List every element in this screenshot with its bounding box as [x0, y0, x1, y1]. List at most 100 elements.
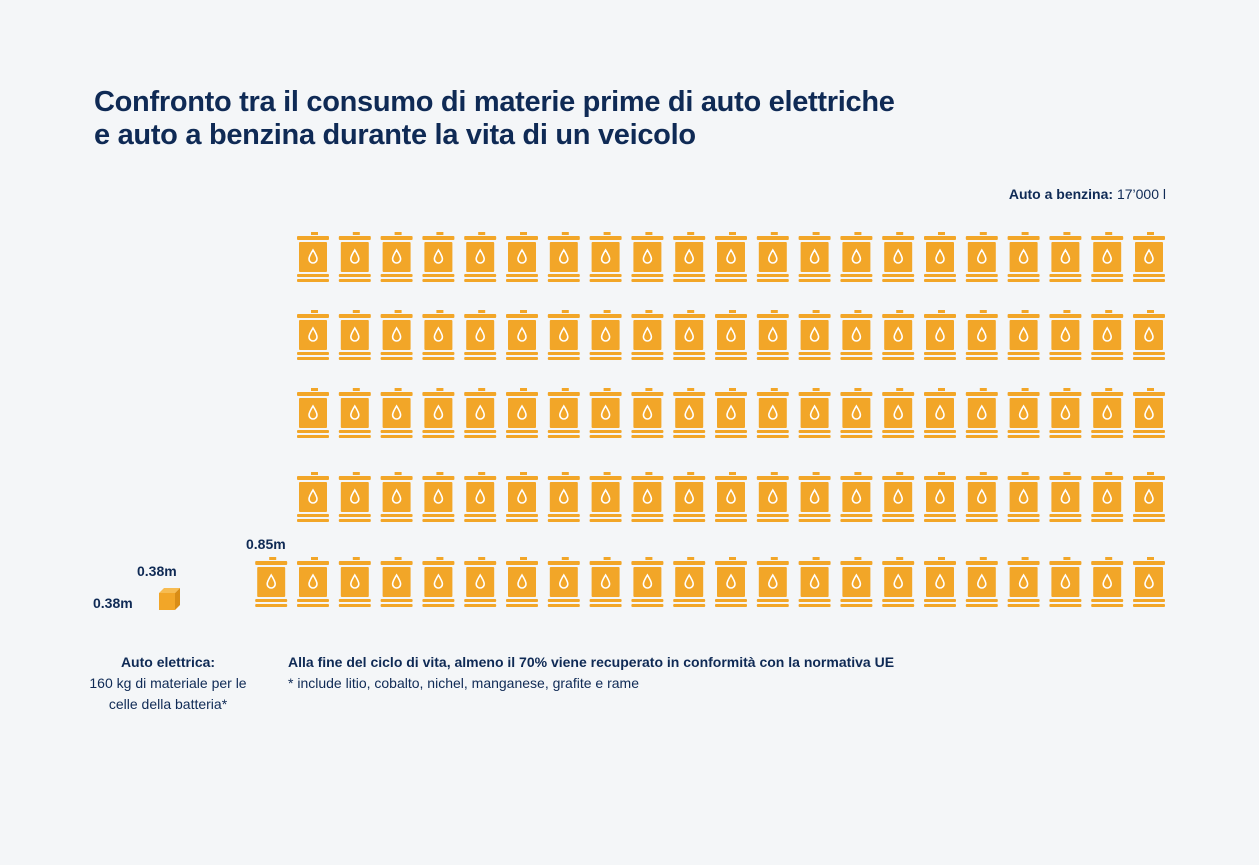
oil-barrel-icon: [673, 557, 706, 607]
oil-barrel-icon: [1091, 472, 1124, 522]
oil-barrel-icon: [422, 557, 455, 607]
oil-barrel-icon: [756, 388, 789, 438]
oil-barrel-icon: [715, 388, 747, 438]
oil-barrel-icon: [673, 388, 706, 438]
oil-barrel-icon: [631, 557, 664, 607]
materials-footnote: * include litio, cobalto, nichel, mangan…: [288, 675, 639, 691]
oil-barrel-icon: [338, 388, 371, 438]
oil-barrel-icon: [1049, 557, 1082, 607]
oil-barrel-icon: [464, 557, 497, 607]
oil-barrel-icon: [756, 310, 789, 360]
oil-barrel-icon: [380, 310, 413, 360]
chart-title-line-2: e auto a benzina durante la vita di un v…: [94, 119, 696, 151]
oil-barrel-icon: [506, 310, 538, 360]
oil-barrel-icon: [1133, 472, 1165, 522]
oil-barrel-icon: [422, 388, 455, 438]
oil-barrel-icon: [965, 310, 998, 360]
oil-barrel-icon: [1091, 388, 1124, 438]
oil-barrel-icon: [297, 388, 329, 438]
oil-barrel-icon: [715, 232, 747, 282]
oil-barrel-icon: [589, 388, 622, 438]
oil-barrel-icon: [882, 472, 915, 522]
oil-barrel-icon: [589, 557, 622, 607]
oil-barrel-icon: [1091, 232, 1124, 282]
oil-barrel-icon: [840, 388, 873, 438]
oil-barrel-icon: [715, 557, 747, 607]
oil-barrel-icon: [715, 310, 747, 360]
oil-barrel-icon: [506, 232, 538, 282]
oil-barrel-icon: [798, 388, 831, 438]
oil-barrel-icon: [589, 310, 622, 360]
oil-barrel-icon: [338, 472, 371, 522]
oil-barrel-icon: [1007, 557, 1040, 607]
oil-barrel-icon: [547, 232, 580, 282]
oil-barrel-icon: [506, 472, 538, 522]
petrol-car-label: Auto a benzina: 17’000 l: [1009, 186, 1166, 202]
oil-barrel-icon: [1049, 472, 1082, 522]
chart-title: Confronto tra il consumo di materie prim…: [94, 86, 895, 152]
oil-barrel-icon: [631, 310, 664, 360]
oil-barrel-icon: [1133, 557, 1165, 607]
oil-barrel-icon: [380, 557, 413, 607]
oil-barrel-icon: [840, 472, 873, 522]
oil-barrel-icon: [965, 388, 998, 438]
oil-barrel-icon: [422, 232, 455, 282]
barrel-height-label: 0.85m: [246, 536, 286, 552]
oil-barrel-icon: [840, 232, 873, 282]
oil-barrel-icon: [756, 232, 789, 282]
oil-barrel-icon: [547, 310, 580, 360]
battery-cube-height-label: 0.38m: [137, 563, 177, 579]
recycling-note: Alla fine del ciclo di vita, almeno il 7…: [288, 652, 894, 694]
oil-barrel-icon: [798, 232, 831, 282]
oil-barrel-icon: [506, 388, 538, 438]
chart-title-line-1: Confronto tra il consumo di materie prim…: [94, 86, 895, 118]
oil-barrel-icon: [338, 310, 371, 360]
oil-barrel-icon: [882, 310, 915, 360]
oil-barrel-icon: [756, 472, 789, 522]
oil-barrel-icon: [380, 232, 413, 282]
oil-barrel-icon: [547, 557, 580, 607]
oil-barrel-icon: [1007, 388, 1040, 438]
oil-barrel-icon: [464, 310, 497, 360]
oil-barrel-icon: [547, 472, 580, 522]
oil-barrel-icon: [798, 557, 831, 607]
oil-barrel-icon: [631, 232, 664, 282]
oil-barrel-icon: [297, 472, 329, 522]
oil-barrel-icon: [506, 557, 538, 607]
oil-barrel-icon: [422, 310, 455, 360]
oil-barrel-icon: [1049, 310, 1082, 360]
oil-barrel-icon: [715, 472, 747, 522]
oil-barrel-icon: [924, 310, 956, 360]
oil-barrel-icon: [1091, 310, 1124, 360]
petrol-car-label-name: Auto a benzina:: [1008, 186, 1114, 202]
oil-barrel-icon: [1133, 310, 1165, 360]
oil-barrel-icon: [297, 232, 329, 282]
oil-barrel-icon: [756, 557, 789, 607]
oil-barrel-icon: [1091, 557, 1124, 607]
oil-barrel-icon: [380, 472, 413, 522]
oil-barrel-icon: [798, 472, 831, 522]
oil-barrel-icon: [1007, 310, 1040, 360]
oil-barrel-icon: [965, 557, 998, 607]
oil-barrel-icon: [631, 472, 664, 522]
oil-barrel-icon: [338, 557, 371, 607]
recycling-note-text: Alla fine del ciclo di vita, almeno il 7…: [288, 654, 895, 670]
oil-barrel-icon: [840, 557, 873, 607]
oil-barrel-icon: [380, 388, 413, 438]
oil-barrel-icon: [589, 232, 622, 282]
oil-barrel-icon: [338, 232, 371, 282]
oil-barrel-icon: [965, 472, 998, 522]
oil-barrel-icon: [1049, 388, 1082, 438]
oil-barrel-icon: [673, 472, 706, 522]
electric-car-label-description: 160 kg di materiale per le celle della b…: [89, 675, 247, 712]
oil-barrel-icon: [798, 310, 831, 360]
oil-barrel-icon: [673, 232, 706, 282]
petrol-car-label-value: 17’000 l: [1116, 186, 1166, 202]
oil-barrel-icon: [464, 388, 497, 438]
oil-barrel-icon: [464, 232, 497, 282]
oil-barrel-icon: [1007, 472, 1040, 522]
oil-barrel-icon: [1007, 232, 1040, 282]
oil-barrel-icon: [882, 232, 915, 282]
oil-barrel-icon: [1133, 388, 1165, 438]
